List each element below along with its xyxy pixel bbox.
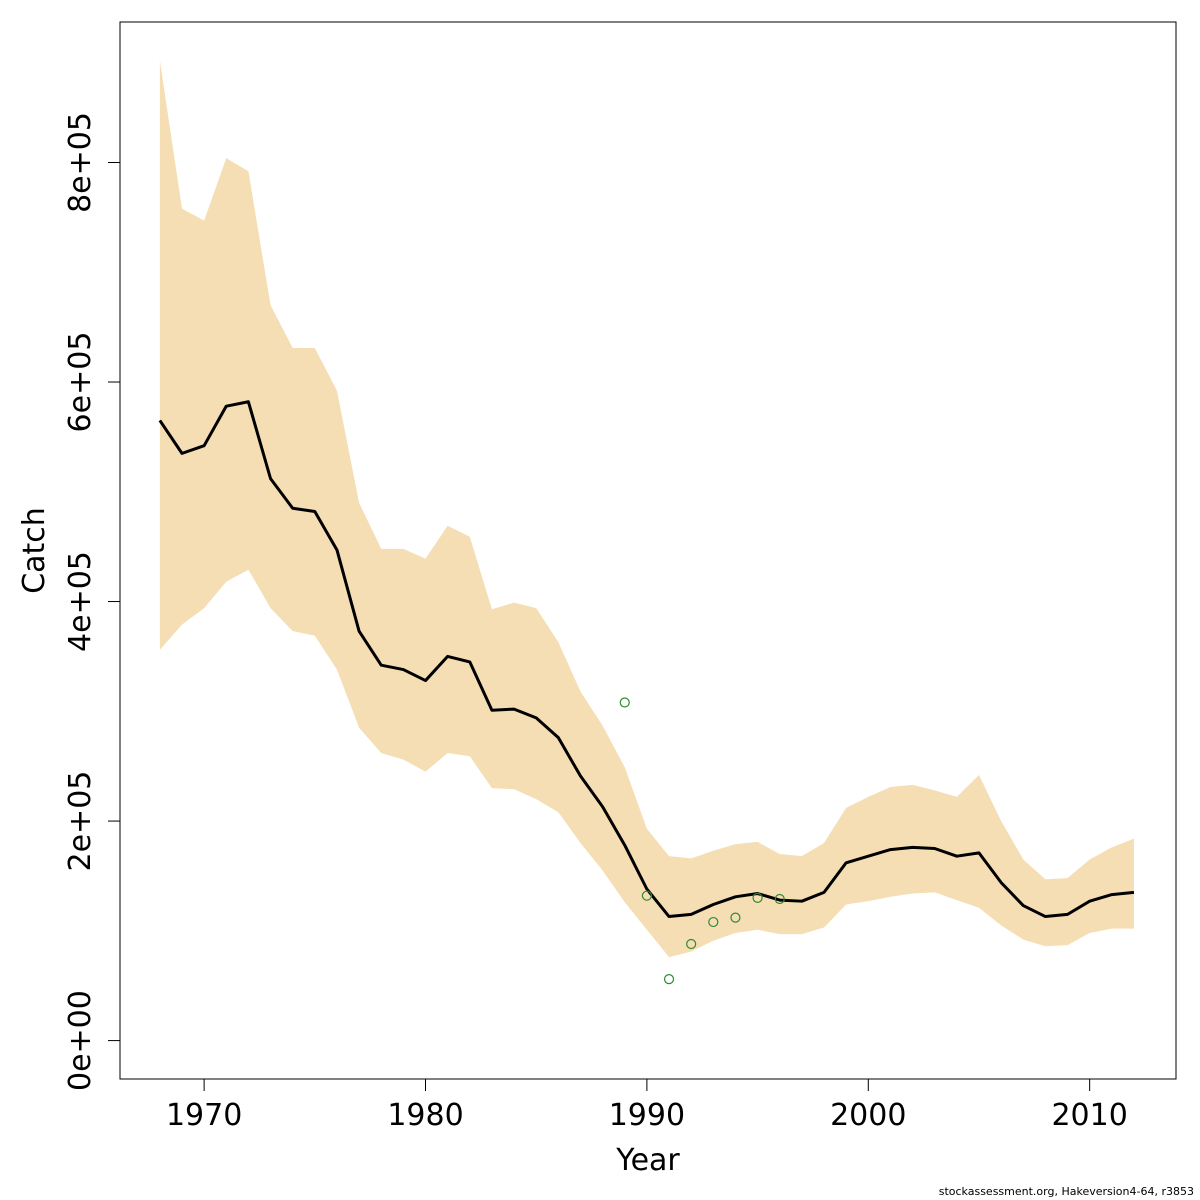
y-tick-label: 8e+05: [63, 112, 98, 213]
observed-catch-point: [752, 892, 763, 903]
observed-catch-point: [774, 893, 785, 905]
y-tick-label: 6e+05: [63, 332, 98, 433]
y-tick-label: 0e+00: [63, 990, 98, 1091]
estimate-line: [158, 400, 1135, 919]
confidence-band: [159, 60, 1134, 958]
x-axis-title: Year: [615, 1143, 680, 1178]
observed-catch-point: [708, 916, 719, 928]
x-tick-label: 2000: [830, 1098, 906, 1133]
plot-frame: [119, 21, 1177, 1080]
y-tick-label: 2e+05: [63, 771, 98, 872]
observed-catch-point: [730, 912, 741, 923]
observed-catch-point: [663, 974, 675, 985]
y-tick-label: 4e+05: [63, 551, 98, 652]
observed-catch-point: [686, 938, 697, 950]
x-tick-label: 1970: [166, 1098, 242, 1133]
x-axis: 1970 1980 1990 2000 2010: [166, 1079, 1128, 1133]
observed-catch-point: [619, 697, 630, 708]
x-tick-label: 1990: [609, 1098, 685, 1133]
x-tick-label: 1980: [387, 1098, 463, 1133]
observed-catch-point: [641, 890, 652, 901]
footer-credit: stockassessment.org, Hakeversion4-64, r3…: [938, 1185, 1194, 1198]
x-tick-label: 2010: [1051, 1098, 1127, 1133]
y-axis-title: Catch: [17, 507, 52, 594]
y-axis: 0e+00 2e+05 4e+05 6e+05 8e+05: [63, 112, 120, 1091]
